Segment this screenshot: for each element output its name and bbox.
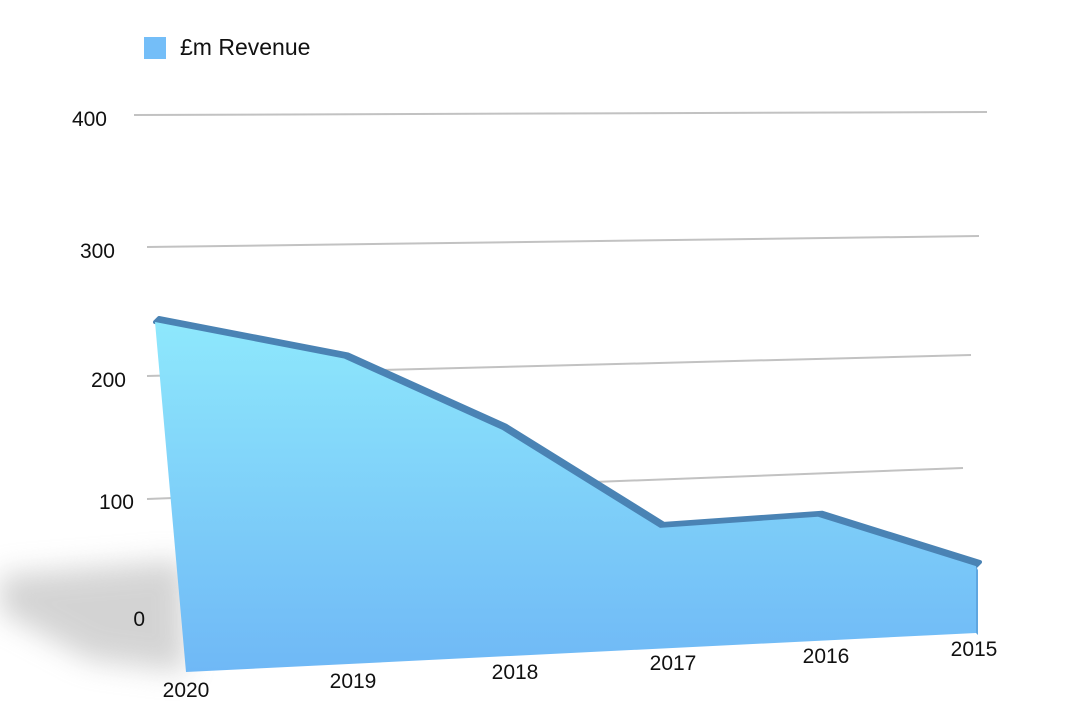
x-tick-label: 2015 (951, 638, 998, 661)
legend-swatch (144, 37, 166, 59)
x-tick-label: 2020 (163, 679, 210, 702)
area-side-face (976, 566, 978, 635)
x-tick-label: 2018 (492, 661, 539, 684)
area-fill (155, 322, 976, 672)
legend: £m Revenue (144, 34, 310, 61)
y-tick-label: 300 (80, 240, 115, 263)
y-tick-label: 200 (91, 369, 126, 392)
gridline (134, 112, 987, 115)
x-tick-label: 2016 (803, 645, 850, 668)
floor-shadow-shape (0, 560, 186, 672)
floor-shadow (0, 560, 186, 672)
legend-label: £m Revenue (180, 34, 310, 61)
x-tick-label: 2019 (330, 670, 377, 693)
gridline (147, 236, 979, 247)
y-tick-label: 100 (99, 491, 134, 514)
x-tick-label: 2017 (650, 652, 697, 675)
y-tick-label: 0 (133, 608, 145, 631)
series-area (155, 318, 980, 672)
y-axis-ticks: 0 100 200 300 400 (72, 108, 145, 631)
y-tick-label: 400 (72, 108, 107, 131)
